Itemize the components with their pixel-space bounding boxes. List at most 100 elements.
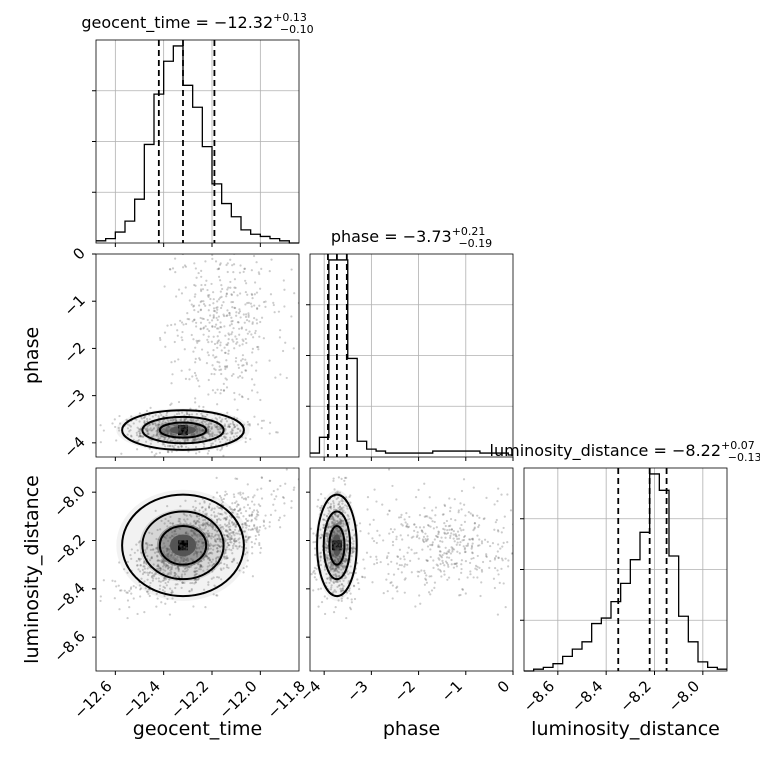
sample-point [258, 542, 261, 545]
sample-point [250, 500, 254, 503]
sample-point [188, 431, 192, 434]
sample-point [163, 579, 166, 582]
sample-point [337, 560, 340, 563]
sample-point [440, 536, 443, 539]
sample-point [185, 426, 188, 429]
sample-point [227, 349, 230, 352]
sample-point [168, 544, 171, 548]
sample-point [191, 529, 194, 533]
sample-point [258, 335, 261, 338]
sample-point [151, 422, 155, 426]
sample-point [334, 539, 337, 542]
sample-point [184, 538, 187, 541]
sample-point [326, 559, 329, 562]
sample-point [198, 427, 201, 431]
sample-point [185, 427, 189, 430]
sample-point [114, 425, 117, 429]
sample-point [163, 522, 166, 525]
sample-point [217, 576, 221, 579]
sample-point [334, 569, 337, 573]
sample-point [341, 562, 344, 565]
sample-point [410, 571, 413, 574]
sample-point [434, 514, 437, 517]
sample-point [184, 499, 187, 502]
sample-point [227, 535, 230, 538]
sample-point [206, 532, 209, 535]
sample-point [197, 563, 200, 566]
sample-point [175, 545, 178, 549]
sample-point [236, 341, 239, 344]
sample-point [325, 533, 328, 536]
sample-point [102, 579, 105, 582]
sample-point [328, 558, 331, 561]
sample-point [137, 541, 141, 544]
sample-point [340, 539, 343, 542]
sample-point [262, 419, 265, 422]
sample-point [224, 351, 227, 354]
sample-point [120, 452, 123, 455]
sample-point [333, 547, 336, 550]
sample-point [173, 340, 176, 344]
sample-point [227, 532, 230, 535]
sample-point [166, 547, 169, 550]
sample-point [335, 536, 338, 539]
sample-point [331, 524, 334, 527]
sample-point [272, 489, 275, 493]
sample-point [211, 257, 214, 260]
sample-point [341, 543, 344, 547]
sample-point [204, 521, 207, 524]
sample-point [349, 494, 352, 497]
sample-point [190, 548, 194, 551]
sample-point [205, 522, 208, 525]
sample-point [243, 530, 246, 533]
sample-point [422, 535, 426, 539]
sample-point [339, 519, 343, 523]
sample-point [255, 291, 259, 294]
sample-point [446, 563, 450, 566]
sample-point [194, 551, 197, 555]
sample-point [216, 342, 219, 345]
sample-point [269, 479, 272, 482]
sample-point [232, 423, 235, 426]
sample-point [233, 278, 237, 281]
sample-point [182, 559, 185, 562]
sample-point [387, 563, 390, 566]
sample-point [237, 376, 240, 379]
sample-point [453, 562, 456, 566]
sample-point [193, 532, 197, 536]
sample-point [406, 523, 409, 526]
sample-point [502, 526, 505, 530]
sample-point [331, 554, 334, 557]
sample-point [211, 324, 214, 328]
sample-point [199, 550, 202, 554]
sample-point [313, 569, 316, 572]
sample-point [146, 542, 149, 545]
sample-point [181, 537, 185, 540]
sample-point [480, 542, 484, 545]
sample-point [163, 436, 167, 439]
sample-point [173, 434, 176, 437]
sample-point [212, 563, 215, 566]
sample-point [339, 542, 342, 545]
sample-point [405, 525, 408, 528]
sample-point [244, 553, 247, 556]
sample-point [234, 356, 238, 360]
sample-point [213, 367, 216, 370]
sample-point [193, 573, 197, 576]
sample-point [192, 524, 195, 527]
sample-point [164, 569, 167, 572]
sample-point [421, 548, 424, 551]
sample-point [190, 429, 193, 432]
sample-point [204, 304, 207, 307]
sample-point [195, 547, 198, 550]
sample-point [183, 545, 186, 549]
sample-point [207, 295, 210, 299]
sample-point [174, 541, 178, 544]
sample-point [274, 509, 277, 512]
sample-point [457, 509, 460, 512]
sample-point [199, 565, 203, 568]
sample-point [223, 435, 226, 438]
sample-point [213, 373, 216, 376]
sample-point [332, 502, 335, 505]
sample-point [202, 569, 205, 572]
